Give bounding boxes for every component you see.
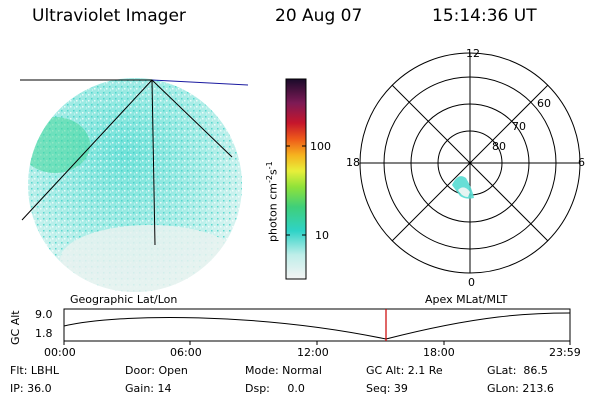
earth-image-panel — [20, 78, 249, 292]
timeline-y-title: GC Alt — [9, 310, 22, 345]
mlat-label-80: 80 — [492, 140, 506, 153]
polar-plot — [359, 52, 581, 274]
mlt-label-0: 0 — [468, 276, 475, 289]
timeline-y-tick-9: 9.0 — [35, 308, 53, 321]
info-filter: Flt: LBHL — [10, 364, 59, 377]
mlat-label-70: 70 — [512, 120, 526, 133]
timeline-x-tick-1800: 18:00 — [423, 346, 455, 359]
info-glon: GLon: 213.6 — [487, 382, 554, 395]
info-mode: Mode: Normal — [245, 364, 322, 377]
altitude-curve — [63, 312, 571, 340]
colorbar-tick-10: 10 — [315, 229, 329, 242]
info-gc-alt: GC Alt: 2.1 Re — [366, 364, 443, 377]
timeline-y-tick-1-8: 1.8 — [35, 327, 53, 340]
timeline-frame — [63, 308, 571, 342]
timeline-left-label: Geographic Lat/Lon — [70, 293, 178, 306]
info-ip: IP: 36.0 — [10, 382, 52, 395]
colorbar-unit-label: photon cm-2s-1 — [265, 161, 280, 242]
mlt-label-12: 12 — [466, 47, 480, 60]
timeline-x-tick-0000: 00:00 — [44, 346, 76, 359]
info-glat: GLat: 86.5 — [487, 364, 548, 377]
info-dsp: Dsp: 0.0 — [245, 382, 305, 395]
timeline-right-label: Apex MLat/MLT — [425, 293, 508, 306]
time-label: 15:14:36 UT — [432, 6, 537, 26]
timeline-x-tick-0600: 06:00 — [170, 346, 202, 359]
colorbar-scale — [285, 78, 307, 280]
info-door: Door: Open — [125, 364, 188, 377]
colorbar-tick-100: 100 — [310, 140, 331, 153]
aurora-green-patch — [28, 117, 90, 173]
timeline-x-tick-1200: 12:00 — [297, 346, 329, 359]
geographic-grid-lines — [20, 79, 249, 246]
colorbar — [285, 78, 307, 280]
info-seq: Seq: 39 — [366, 382, 408, 395]
mlt-label-6: 6 — [578, 156, 585, 169]
info-gain: Gain: 14 — [125, 382, 172, 395]
timeline-x-tick-2359: 23:59 — [549, 346, 581, 359]
instrument-title: Ultraviolet Imager — [32, 6, 186, 26]
mlat-label-60: 60 — [537, 97, 551, 110]
date-label: 20 Aug 07 — [275, 6, 363, 26]
mlt-label-18: 18 — [346, 156, 360, 169]
altitude-timeline — [63, 308, 571, 345]
